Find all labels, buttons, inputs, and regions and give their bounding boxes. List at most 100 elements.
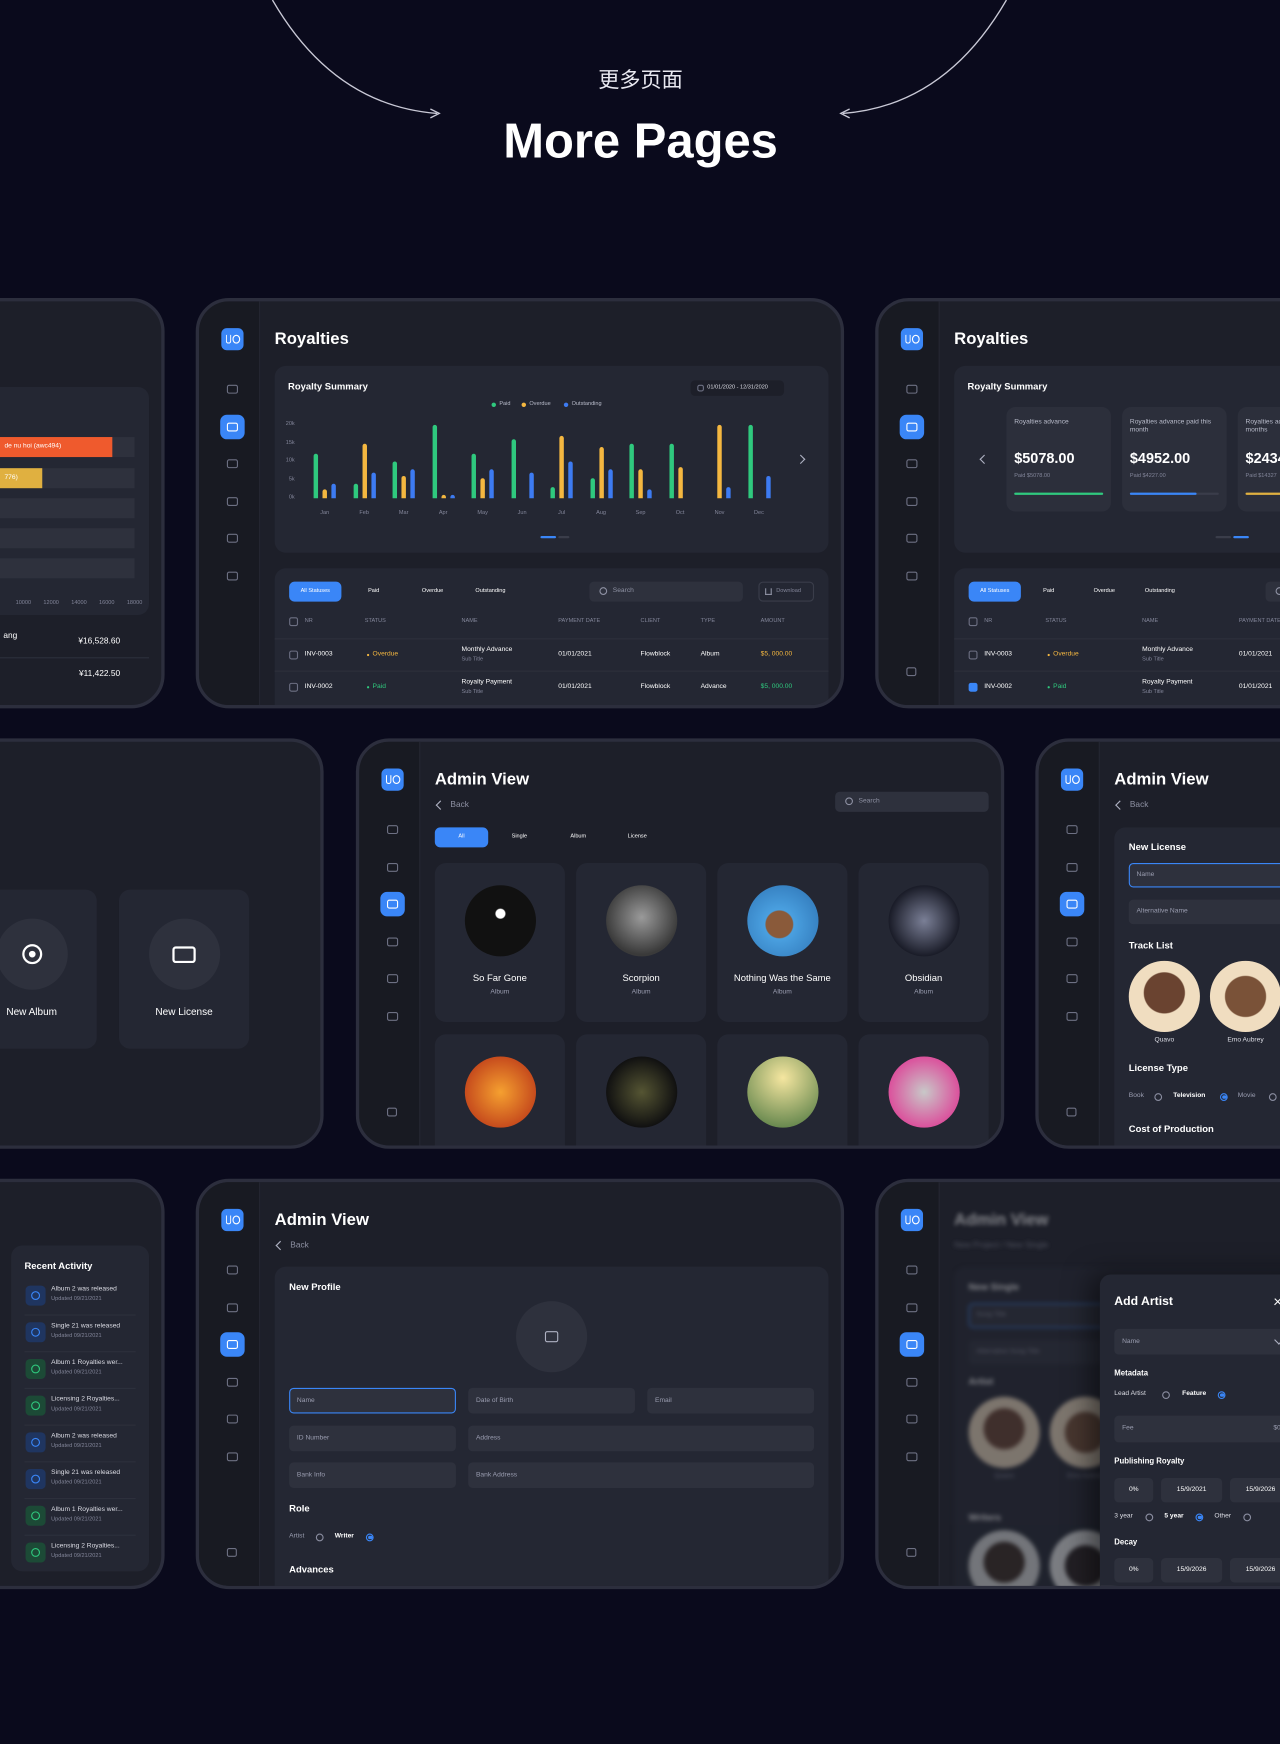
nav-item-active[interactable] bbox=[899, 1332, 925, 1357]
download-button[interactable] bbox=[758, 581, 815, 602]
nav-icon[interactable] bbox=[226, 384, 238, 394]
nav-icon[interactable] bbox=[387, 862, 399, 872]
tab-active[interactable] bbox=[968, 581, 1021, 602]
bar bbox=[353, 483, 358, 499]
date-picker[interactable] bbox=[690, 380, 785, 396]
artist-name: Quavo bbox=[1154, 1037, 1175, 1044]
nav-icon[interactable] bbox=[906, 571, 918, 581]
calendar-icon bbox=[697, 384, 704, 392]
nav-item-active[interactable] bbox=[220, 414, 245, 440]
radio[interactable] bbox=[1268, 1092, 1277, 1101]
input[interactable] bbox=[289, 1387, 456, 1414]
input[interactable] bbox=[647, 1387, 815, 1414]
logout-icon[interactable] bbox=[226, 1548, 237, 1557]
input[interactable] bbox=[1229, 1558, 1280, 1583]
select[interactable] bbox=[1114, 1328, 1280, 1355]
checkbox[interactable] bbox=[289, 617, 299, 627]
nav-icon[interactable] bbox=[1066, 825, 1078, 835]
nav-icon[interactable] bbox=[906, 384, 918, 394]
nav-icon[interactable] bbox=[226, 533, 238, 543]
logout-icon[interactable] bbox=[1066, 1107, 1077, 1117]
logout-icon[interactable] bbox=[906, 1548, 917, 1557]
input[interactable] bbox=[1114, 1415, 1280, 1443]
nav-icon[interactable] bbox=[906, 1303, 918, 1313]
y-tick-label: 0k bbox=[288, 493, 295, 501]
input[interactable] bbox=[1114, 1477, 1154, 1503]
logo-mark bbox=[225, 1215, 232, 1225]
nav-icon[interactable] bbox=[1066, 1011, 1078, 1021]
logo bbox=[1060, 768, 1084, 791]
nav-icon[interactable] bbox=[906, 1377, 918, 1387]
input[interactable] bbox=[1161, 1477, 1223, 1503]
input[interactable] bbox=[1128, 862, 1280, 888]
checkbox[interactable] bbox=[289, 650, 299, 660]
search-box[interactable] bbox=[1265, 581, 1280, 602]
nav-item-active[interactable] bbox=[380, 891, 405, 917]
nav-icon[interactable] bbox=[226, 497, 238, 506]
nav-icon[interactable] bbox=[1066, 974, 1078, 984]
radio[interactable] bbox=[1195, 1512, 1204, 1521]
radio[interactable] bbox=[1145, 1512, 1154, 1521]
checkbox[interactable] bbox=[289, 682, 299, 692]
nav-icon[interactable] bbox=[1066, 937, 1078, 947]
radio[interactable] bbox=[315, 1533, 324, 1541]
checkbox[interactable] bbox=[968, 617, 978, 627]
nav-icon[interactable] bbox=[387, 937, 399, 947]
placeholder: Song Title bbox=[976, 1311, 1007, 1319]
logout-icon[interactable] bbox=[387, 1107, 398, 1117]
nav-icon[interactable] bbox=[226, 1303, 238, 1313]
legend-dot bbox=[521, 402, 527, 408]
nav-icon[interactable] bbox=[906, 533, 918, 543]
nav-icon[interactable] bbox=[906, 497, 918, 506]
stat-sub: Paid $14327 bbox=[1245, 472, 1277, 480]
input[interactable] bbox=[289, 1425, 456, 1452]
logout-icon[interactable] bbox=[906, 667, 917, 677]
checkbox[interactable] bbox=[968, 682, 978, 692]
radio[interactable] bbox=[1217, 1390, 1226, 1399]
input[interactable] bbox=[468, 1462, 815, 1488]
nav-item-active[interactable] bbox=[220, 1332, 245, 1357]
nav-icon[interactable] bbox=[906, 1265, 918, 1275]
nav-icon[interactable] bbox=[387, 825, 399, 835]
nav-item-active[interactable] bbox=[1059, 891, 1085, 917]
nav-icon[interactable] bbox=[906, 1414, 918, 1424]
checkbox[interactable] bbox=[968, 650, 978, 660]
input[interactable] bbox=[468, 1387, 635, 1414]
input[interactable] bbox=[1128, 899, 1280, 925]
input[interactable] bbox=[1229, 1477, 1280, 1503]
nav-icon[interactable] bbox=[387, 974, 399, 984]
tab-active[interactable] bbox=[289, 581, 342, 602]
input[interactable] bbox=[1114, 1558, 1154, 1583]
radio[interactable] bbox=[365, 1533, 374, 1541]
column-header: STATUS bbox=[1045, 617, 1067, 625]
nav-icon[interactable] bbox=[906, 1452, 918, 1462]
nav-icon[interactable] bbox=[226, 1265, 238, 1275]
column-header: CLIENT bbox=[640, 617, 661, 625]
nav-icon[interactable] bbox=[226, 459, 238, 469]
nav-icon[interactable] bbox=[226, 1452, 238, 1462]
search-box[interactable] bbox=[835, 791, 989, 812]
nav-icon[interactable] bbox=[1066, 862, 1078, 872]
page-dot bbox=[540, 536, 557, 539]
section-label: License Type bbox=[1128, 1062, 1188, 1074]
input[interactable] bbox=[468, 1425, 815, 1452]
nav-icon[interactable] bbox=[226, 1414, 238, 1424]
radio[interactable] bbox=[1162, 1390, 1170, 1399]
input[interactable] bbox=[289, 1462, 456, 1488]
search-icon bbox=[845, 797, 853, 806]
cell: Flowblock bbox=[640, 651, 671, 658]
tab-active[interactable] bbox=[434, 827, 489, 848]
nav-icon[interactable] bbox=[387, 1011, 399, 1021]
panel: Admin View New Project / New Single New Si… bbox=[875, 1178, 1280, 1590]
y-tick-label: 20k bbox=[285, 420, 295, 428]
radio[interactable] bbox=[1243, 1512, 1252, 1521]
column-header: NAME bbox=[1142, 617, 1159, 625]
input[interactable] bbox=[1161, 1558, 1223, 1583]
search-box[interactable] bbox=[589, 581, 743, 602]
nav-icon[interactable] bbox=[906, 459, 918, 469]
radio[interactable] bbox=[1154, 1092, 1163, 1101]
nav-icon[interactable] bbox=[226, 1377, 238, 1387]
radio[interactable] bbox=[1219, 1092, 1228, 1101]
nav-item-active[interactable] bbox=[899, 414, 925, 440]
nav-icon[interactable] bbox=[226, 571, 238, 581]
